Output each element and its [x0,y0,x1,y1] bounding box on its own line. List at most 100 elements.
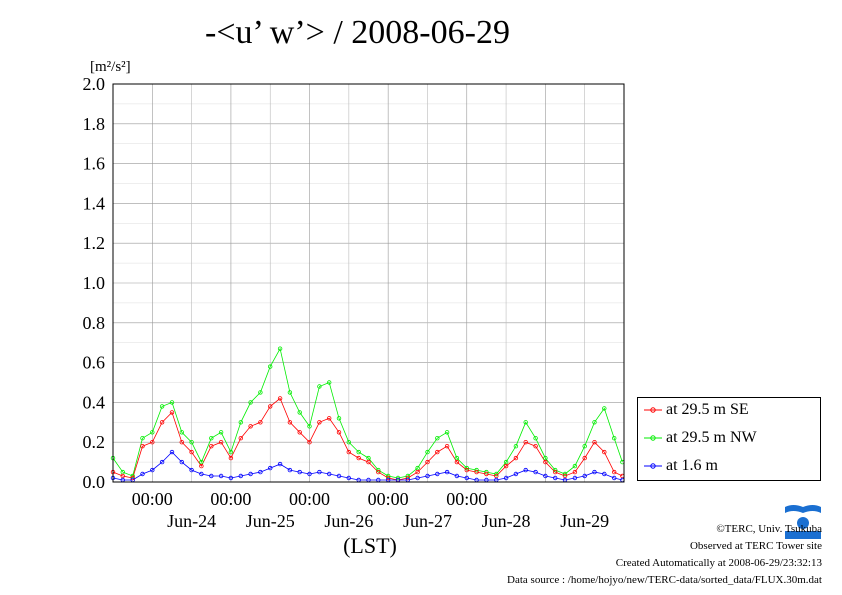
data-point [602,471,607,477]
data-point [248,400,253,405]
data-point [228,455,234,461]
data-point [435,471,440,477]
legend-marker-nw [644,435,662,442]
x-tick-time: 00:00 [368,489,409,509]
data-point [238,420,243,425]
data-point [356,449,361,455]
data-point [582,444,587,449]
series-line-nw [112,347,623,479]
data-point [150,440,155,445]
terc-logo [785,505,821,539]
data-point [474,467,479,473]
data-point [336,430,342,435]
data-point [297,469,302,475]
data-point [317,420,322,425]
data-point [327,380,332,385]
data-point [444,430,450,435]
data-point [356,455,361,461]
data-point [150,430,155,435]
data-point [327,416,332,421]
y-tick-label: 1.4 [83,193,106,213]
x-tick-date: Jun-28 [482,511,531,531]
data-point [572,463,578,469]
data-point [209,444,214,449]
y-tick-label: 0.4 [83,392,106,412]
x-tick-time: 00:00 [446,489,487,509]
data-point [218,473,224,479]
data-point [336,416,342,421]
data-point [297,410,302,415]
data-point [317,469,322,475]
data-point [268,465,273,471]
data-point [258,420,263,425]
data-point [159,420,165,425]
data-point [562,471,568,477]
data-point [553,475,558,481]
data-point [199,463,204,469]
data-point [248,471,253,477]
data-point [405,475,410,481]
y-tick-label: 1.0 [83,273,106,293]
data-point [199,471,204,477]
data-point [189,467,194,473]
data-point [592,420,597,425]
data-point [277,396,283,401]
data-point [444,469,450,475]
series-points [110,346,625,483]
data-point [346,440,351,445]
y-tick-label: 0.6 [83,353,106,373]
data-point [523,467,528,473]
data-point [553,469,558,475]
data-point [287,467,293,473]
data-point [346,475,351,481]
data-point [189,449,194,455]
data-point [159,459,165,465]
data-point [523,420,528,425]
series-line-low [112,451,623,481]
data-point [503,463,509,469]
data-point [277,346,283,351]
data-point [592,440,597,445]
grid-lines [112,83,625,483]
data-point [179,430,184,435]
data-point [572,469,578,475]
data-point [572,475,578,481]
data-point [238,473,243,479]
chart-title: -<u’ w’> / 2008-06-29 [205,14,510,51]
data-point [513,471,519,477]
footer-source: Data source : /home/hojyo/new/TERC-data/… [507,574,822,586]
data-point [523,440,528,445]
data-point [602,406,607,411]
data-point [513,455,519,461]
data-point [415,475,420,481]
y-tick-label: 1.6 [83,154,106,174]
data-point [140,444,145,449]
data-point [209,473,214,479]
data-point [376,467,381,473]
data-point [425,459,430,465]
y-unit-label: [m²/s²] [90,59,131,75]
data-point [415,469,420,475]
data-point [228,475,234,481]
data-point [474,469,479,475]
data-point [503,475,509,481]
data-point [425,449,430,455]
data-point [454,459,460,465]
data-point [287,420,293,425]
data-point [140,471,145,477]
data-point [179,440,184,445]
x-tick-date: Jun-29 [560,511,609,531]
data-point [130,475,135,481]
series-line-se [112,397,623,481]
data-point [533,469,538,475]
data-point [543,473,548,479]
y-tick-label: 0.8 [83,313,106,333]
data-point [425,473,430,479]
x-tick-time: 00:00 [210,489,251,509]
data-point [454,473,460,479]
legend-item-nw: at 29.5 m NW [644,429,757,449]
data-point [543,459,548,465]
data-point [553,467,558,473]
data-point [248,424,253,429]
